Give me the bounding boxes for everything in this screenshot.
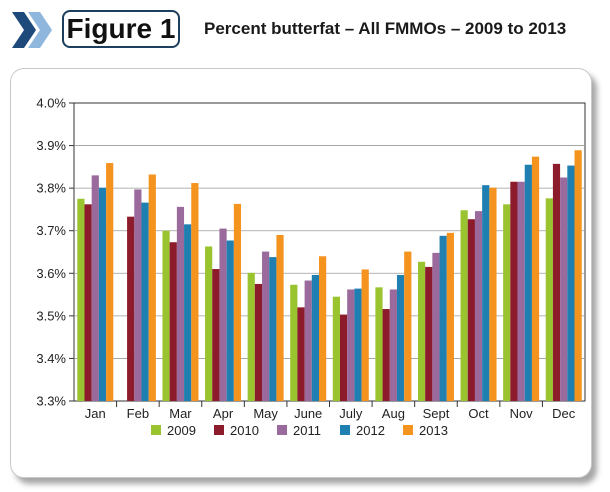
y-tick-label: 4.0% (36, 96, 66, 111)
legend-swatch-2009 (151, 425, 161, 435)
legend-swatch-2011 (277, 425, 287, 435)
bar-2011-aug (389, 289, 397, 401)
bar-2010-oct (467, 219, 475, 401)
bar-2011-nov (517, 181, 525, 401)
figure-title: Percent butterfat – All FMMOs – 2009 to … (204, 19, 567, 38)
bar-2009-jan (77, 198, 85, 401)
bar-2013-dec (574, 150, 582, 401)
legend-label-2009: 2009 (167, 423, 196, 438)
bar-2011-may (262, 251, 270, 401)
legend-swatch-2012 (340, 425, 350, 435)
bar-2010-dec (552, 163, 561, 401)
legend-swatch-2010 (214, 425, 224, 435)
x-tick-label: July (339, 406, 363, 421)
bar-2009-apr (205, 246, 213, 401)
bar-2011-apr (219, 228, 227, 401)
x-tick-label: Jan (85, 406, 106, 421)
bar-2011-jan (91, 175, 99, 401)
y-tick-label: 3.7% (36, 223, 66, 238)
bar-2013-jan (106, 163, 114, 401)
chevron-arrows-icon (12, 12, 52, 48)
bar-2010-mar (169, 242, 177, 401)
chart-panel: 3.3% 3.4% 3.5% 3.6% 3.7% 3.8% 3.9% 4.0% Jan Feb Ma… (10, 68, 592, 478)
y-tick-label: 3.9% (36, 138, 66, 153)
bar-2010-july (339, 314, 348, 401)
x-tick-label: May (253, 406, 278, 421)
bar-2012-july (354, 288, 362, 401)
bar-2010-aug (382, 309, 390, 401)
bar-2012-apr (226, 240, 234, 401)
bar-2010-jan (84, 204, 92, 401)
bar-2009-may (247, 272, 255, 401)
y-tick-label: 3.5% (36, 308, 66, 323)
legend: 2009 2010 2011 2012 2013 (151, 423, 448, 438)
bar-2010-apr (212, 269, 220, 401)
x-tick-label: Oct (468, 406, 489, 421)
bar-2012-feb (141, 202, 149, 401)
bar-2011-oct (474, 211, 483, 401)
x-tick-label: Mar (169, 406, 192, 421)
bar-2012-june (311, 274, 320, 401)
bar-2009-july (332, 296, 340, 401)
bar-2013-apr (233, 203, 242, 401)
legend-label-2013: 2013 (419, 423, 448, 438)
bar-2010-june (297, 307, 305, 401)
bar-2013-june (319, 256, 327, 401)
bar-2011-sept (432, 252, 440, 401)
x-tick-label: Nov (510, 406, 534, 421)
legend-label-2011: 2011 (293, 423, 321, 438)
bar-2009-mar (162, 230, 170, 401)
bar-2013-nov (531, 156, 540, 401)
y-tick-label: 3.4% (36, 351, 66, 366)
bar-2012-jan (98, 187, 107, 401)
x-tick-label: Aug (382, 406, 405, 421)
bar-2009-nov (503, 204, 511, 401)
bar-2009-sept (417, 261, 426, 401)
bar-2010-sept (425, 266, 433, 401)
plot-area (73, 102, 586, 402)
bar-2013-oct (489, 187, 497, 401)
y-tick-label: 3.6% (36, 266, 66, 281)
bar-2013-aug (404, 251, 412, 401)
butterfat-bar-chart: 3.3% 3.4% 3.5% 3.6% 3.7% 3.8% 3.9% 4.0% Jan Feb Ma… (36, 96, 586, 438)
x-tick-label: Sept (423, 406, 450, 421)
bar-2011-feb (134, 189, 142, 401)
bar-2009-aug (375, 287, 383, 401)
bar-2009-june (290, 284, 298, 401)
bar-2011-july (347, 289, 355, 401)
figure-label: Figure 1 (62, 10, 180, 48)
bar-2011-june (304, 280, 312, 401)
bar-2010-may (254, 283, 263, 401)
bar-2009-oct (460, 210, 468, 401)
bar-2012-mar (184, 224, 192, 401)
bar-2012-may (269, 257, 277, 401)
bar-2013-mar (191, 183, 199, 401)
bar-2011-mar (176, 206, 185, 401)
bar-2010-nov (510, 181, 518, 401)
bar-2012-dec (567, 165, 575, 401)
bar-2009-dec (545, 198, 553, 401)
legend-label-2010: 2010 (230, 423, 259, 438)
y-tick-label: 3.8% (36, 181, 66, 196)
bar-2011-dec (560, 177, 568, 401)
bar-2012-oct (482, 185, 490, 401)
bar-2013-may (276, 234, 284, 401)
bar-2013-sept (446, 232, 454, 401)
bar-2012-sept (439, 235, 447, 401)
legend-label-2012: 2012 (356, 423, 385, 438)
legend-swatch-2013 (403, 425, 413, 435)
figure-header: Figure 1 Percent butterfat – All FMMOs –… (0, 0, 610, 66)
bar-2012-aug (396, 274, 405, 401)
y-tick-label: 3.3% (36, 394, 66, 409)
x-tick-label: Dec (552, 406, 576, 421)
x-tick-label: Feb (127, 406, 149, 421)
bar-2013-july (361, 269, 369, 401)
bar-2013-feb (148, 174, 156, 401)
x-tick-label: Apr (213, 406, 234, 421)
x-tick-label: June (294, 406, 322, 421)
bar-2010-feb (127, 216, 135, 401)
bar-2012-nov (524, 164, 532, 401)
